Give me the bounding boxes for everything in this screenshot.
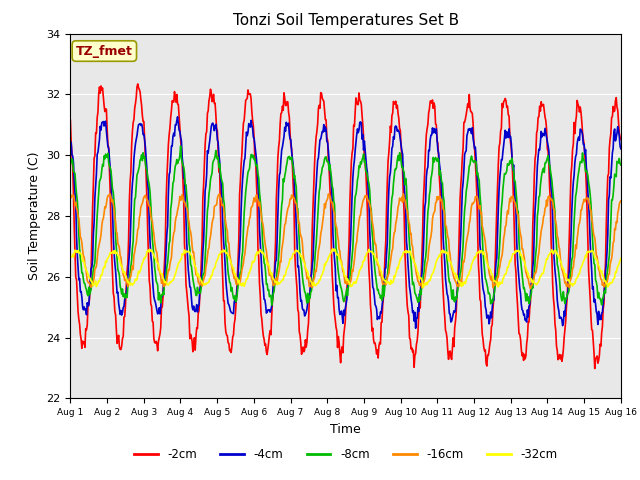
-16cm	[133, 233, 141, 239]
Y-axis label: Soil Temperature (C): Soil Temperature (C)	[28, 152, 41, 280]
Line: -32cm: -32cm	[70, 249, 621, 288]
-8cm	[177, 143, 184, 149]
-16cm	[218, 203, 226, 208]
-32cm	[329, 246, 337, 252]
-8cm	[190, 280, 198, 286]
-16cm	[617, 198, 625, 204]
-4cm	[173, 114, 181, 120]
-2cm	[67, 118, 74, 123]
-8cm	[219, 181, 227, 187]
-16cm	[67, 193, 74, 199]
-4cm	[414, 305, 422, 311]
-8cm	[77, 255, 84, 261]
-32cm	[419, 285, 427, 290]
Title: Tonzi Soil Temperatures Set B: Tonzi Soil Temperatures Set B	[232, 13, 459, 28]
-4cm	[430, 126, 438, 132]
-16cm	[189, 250, 196, 255]
-8cm	[133, 172, 141, 178]
-2cm	[413, 338, 421, 344]
-8cm	[414, 300, 422, 305]
X-axis label: Time: Time	[330, 423, 361, 436]
-32cm	[133, 276, 141, 282]
-2cm	[219, 275, 227, 281]
-2cm	[133, 84, 141, 90]
-8cm	[67, 161, 74, 167]
-4cm	[412, 325, 419, 331]
-4cm	[133, 132, 141, 138]
Line: -8cm: -8cm	[70, 146, 621, 305]
-2cm	[190, 343, 198, 348]
-32cm	[67, 254, 74, 260]
-32cm	[77, 250, 84, 256]
-32cm	[617, 255, 625, 261]
Line: -2cm: -2cm	[70, 84, 621, 369]
-2cm	[429, 106, 437, 111]
-32cm	[189, 256, 196, 262]
-2cm	[617, 136, 625, 142]
-4cm	[190, 303, 198, 309]
-4cm	[67, 139, 74, 144]
-16cm	[413, 275, 421, 280]
-8cm	[268, 302, 276, 308]
-16cm	[429, 212, 437, 217]
-32cm	[413, 268, 421, 274]
Line: -16cm: -16cm	[70, 194, 621, 288]
-2cm	[77, 331, 84, 337]
-4cm	[617, 146, 625, 152]
-32cm	[218, 249, 226, 254]
-2cm	[591, 366, 598, 372]
-16cm	[399, 191, 407, 197]
Text: TZ_fmet: TZ_fmet	[76, 45, 132, 58]
-2cm	[134, 81, 141, 87]
-4cm	[219, 220, 227, 226]
-16cm	[527, 286, 534, 291]
Line: -4cm: -4cm	[70, 117, 621, 328]
-32cm	[430, 266, 438, 272]
-8cm	[430, 159, 438, 165]
Legend: -2cm, -4cm, -8cm, -16cm, -32cm: -2cm, -4cm, -8cm, -16cm, -32cm	[129, 443, 562, 466]
-8cm	[617, 162, 625, 168]
-16cm	[77, 234, 84, 240]
-4cm	[77, 289, 84, 295]
